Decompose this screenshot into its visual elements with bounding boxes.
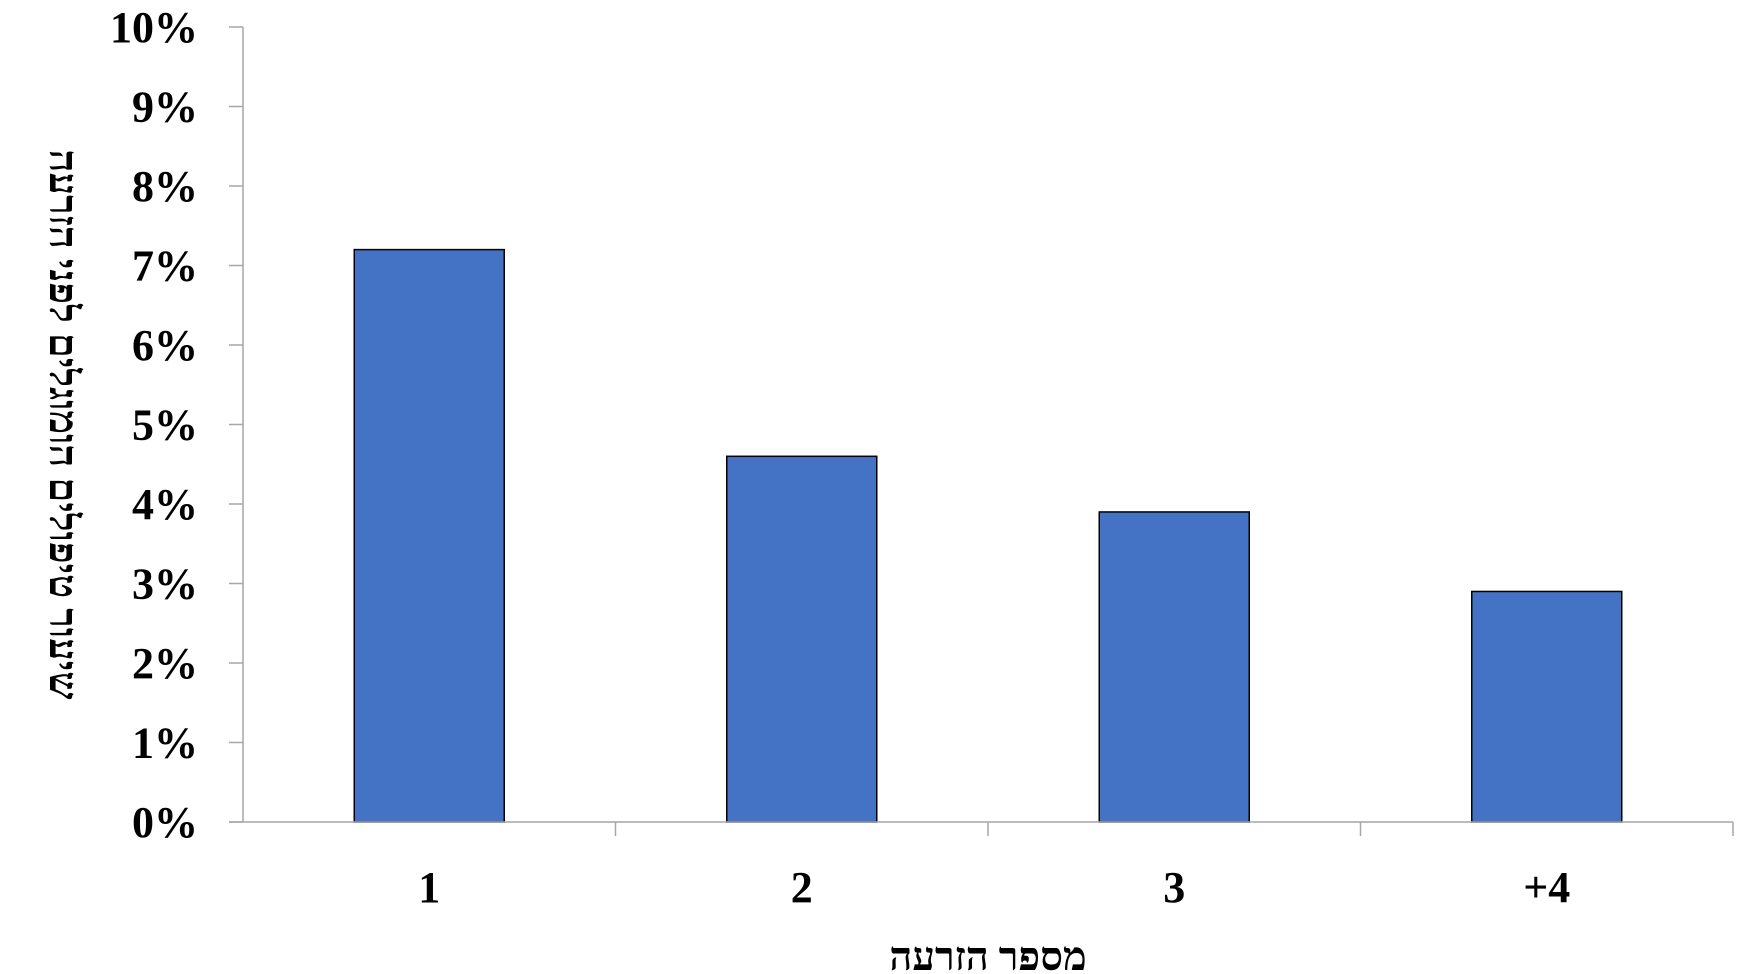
bar-3 — [1098, 511, 1250, 823]
y-tick-label: 8% — [132, 162, 198, 211]
x-tick-label: 2 — [791, 863, 813, 912]
y-tick-label: 7% — [132, 242, 198, 291]
bar-1 — [353, 248, 505, 823]
bars — [353, 248, 1623, 823]
y-tick-label: 3% — [132, 560, 198, 609]
y-tick-label: 6% — [132, 321, 198, 370]
x-tick-label: 3 — [1163, 863, 1185, 912]
x-axis-ticks — [614, 822, 1734, 836]
y-tick-label: 0% — [132, 798, 198, 847]
y-tick-label: 4% — [132, 480, 198, 529]
bar-2 — [726, 455, 878, 823]
x-axis-title: מספר הזרעה — [889, 934, 1086, 974]
y-tick-label: 10% — [110, 3, 198, 52]
y-tick-label: 5% — [132, 401, 198, 450]
y-axis-tick-labels: 0% 1% 2% 3% 4% 5% 6% 7% 8% 9% 10% — [110, 3, 198, 847]
y-axis-title: שיעור טיפולים הומוגלים לפני הזרעה — [41, 149, 86, 700]
bar-4 — [1471, 590, 1623, 823]
y-tick-label: 2% — [132, 639, 198, 688]
x-tick-label: +4 — [1523, 863, 1570, 912]
y-tick-label: 1% — [132, 719, 198, 768]
y-tick-label: 9% — [132, 83, 198, 132]
x-axis-tick-labels: 1 2 3 +4 — [418, 863, 1570, 912]
y-axis-ticks — [229, 26, 243, 823]
x-tick-label: 1 — [418, 863, 440, 912]
